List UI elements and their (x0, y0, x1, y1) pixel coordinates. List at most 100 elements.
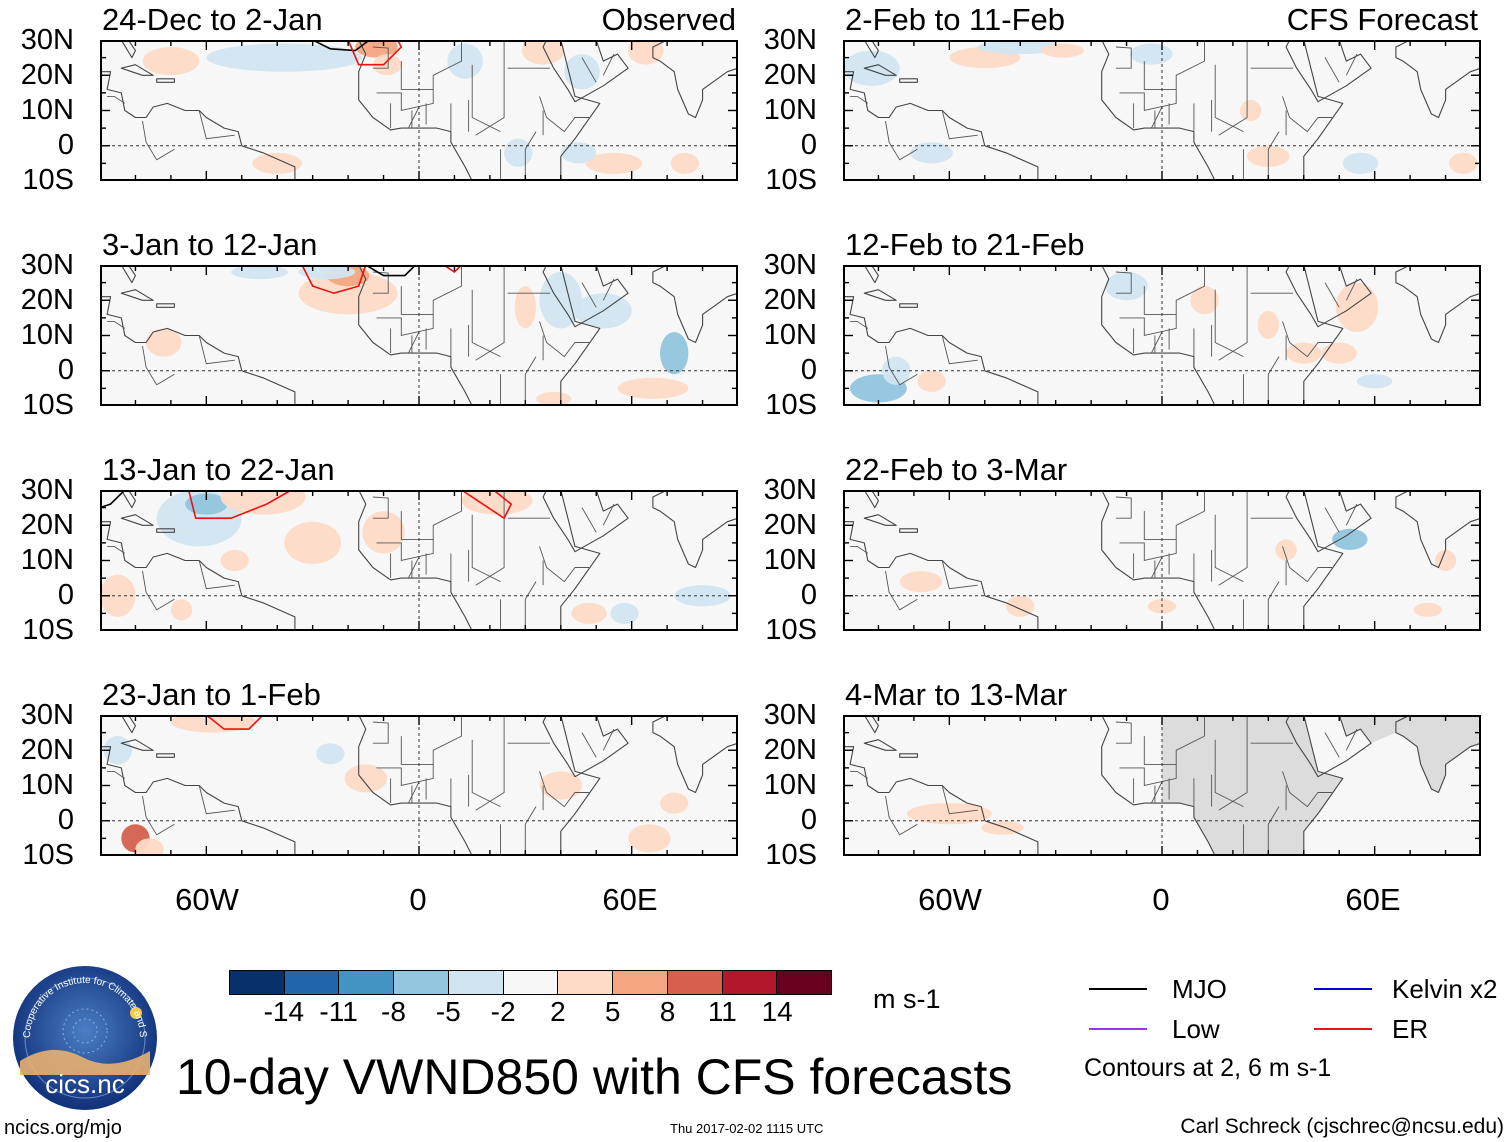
lat-label-10s: 10S (765, 839, 817, 871)
lat-label-30n: 30N (20, 474, 74, 506)
colorbar (229, 970, 832, 995)
panel-title-left-4: 23-Jan to 1-Feb (102, 677, 321, 712)
lat-label-20n: 20N (20, 734, 74, 766)
colorbar-swatch (284, 971, 340, 994)
lon-label-left-60e: 60E (602, 882, 658, 917)
contour-note: Contours at 2, 6 m s-1 (1084, 1054, 1332, 1082)
colorbar-tick-label: 5 (604, 996, 621, 1027)
lat-label-10n: 10N (763, 319, 817, 351)
lat-label-0: 0 (57, 579, 74, 611)
colorbar-tick-label: -14 (263, 996, 305, 1027)
lat-label-20n: 20N (763, 509, 817, 541)
lat-label-10s: 10S (765, 389, 817, 421)
cics-logo: Cooperative Institute for Climate and Sa… (12, 965, 157, 1110)
lat-label-20n: 20N (20, 59, 74, 91)
colorbar-tick-label: 11 (707, 996, 737, 1027)
colorbar-tick-label: -2 (490, 996, 516, 1027)
lat-label-10n: 10N (20, 544, 74, 576)
map-panel-left-2 (100, 265, 738, 406)
legend-label-low: Low (1172, 1014, 1220, 1044)
lat-label-10n: 10N (20, 769, 74, 801)
colorbar-swatch (339, 971, 395, 994)
lat-label-10n: 10N (763, 544, 817, 576)
lat-label-10s: 10S (22, 839, 74, 871)
panel-title-left-2: 3-Jan to 12-Jan (102, 227, 318, 262)
main-title: 10-day VWND850 with CFS forecasts (176, 1049, 1013, 1105)
colorbar-swatch (503, 971, 559, 994)
lat-label-10n: 10N (20, 319, 74, 351)
lon-label-left-0: 0 (409, 882, 427, 917)
lat-label-20n: 20N (763, 734, 817, 766)
map-panel-right-1 (843, 40, 1481, 181)
lat-label-0: 0 (800, 579, 817, 611)
footer-author: Carl Schreck (cjschrec@ncsu.edu) (1180, 1115, 1504, 1138)
panel-title-right-3: 22-Feb to 3-Mar (845, 452, 1068, 487)
panel-title-left-1: 24-Dec to 2-Jan (102, 2, 323, 37)
panel-title-right-2: 12-Feb to 21-Feb (845, 227, 1085, 262)
lat-label-10n: 10N (763, 769, 817, 801)
lon-label-right-60e: 60E (1345, 882, 1401, 917)
legend-line-kelvin (1314, 988, 1372, 990)
colorbar-tick-label: 2 (550, 996, 566, 1027)
lat-label-10s: 10S (22, 164, 74, 196)
observed-header: Observed (601, 2, 736, 37)
lat-label-0: 0 (57, 129, 74, 161)
panel-title-right-1: 2-Feb to 11-Feb (845, 2, 1065, 37)
logo-text: cics.nc (45, 1069, 124, 1099)
cfs-forecast-header: CFS Forecast (1286, 2, 1478, 37)
footer-timestamp: Thu 2017-02-02 1115 UTC (670, 1121, 824, 1136)
colorbar-tick-label: 14 (761, 996, 793, 1027)
lon-label-right-60w: 60W (918, 882, 982, 917)
lat-label-30n: 30N (763, 24, 817, 56)
lat-label-10n: 10N (763, 94, 817, 126)
lat-label-0: 0 (800, 354, 817, 386)
lat-label-30n: 30N (763, 474, 817, 506)
colorbar-swatch (448, 971, 504, 994)
map-panel-right-4 (843, 715, 1481, 856)
lat-label-20n: 20N (763, 284, 817, 316)
lat-label-30n: 30N (763, 699, 817, 731)
colorbar-swatch (667, 971, 723, 994)
colorbar-tick-label: -5 (435, 996, 461, 1027)
colorbar-units: m s-1 (873, 984, 941, 1014)
legend-line-low (1089, 1028, 1147, 1030)
colorbar-tick-label: 8 (659, 996, 676, 1027)
lon-label-right-0: 0 (1152, 882, 1170, 917)
lat-label-20n: 20N (20, 284, 74, 316)
lat-label-20n: 20N (763, 59, 817, 91)
lat-label-30n: 30N (20, 249, 74, 281)
panel-title-right-4: 4-Mar to 13-Mar (845, 677, 1068, 712)
legend-label-kelvin: Kelvin x2 (1392, 974, 1498, 1004)
map-panel-left-3 (100, 490, 738, 631)
map-panel-left-4 (100, 715, 738, 856)
footer-website[interactable]: ncics.org/mjo (4, 1117, 122, 1139)
legend-line-mjo (1089, 988, 1147, 990)
legend-line-er (1314, 1028, 1372, 1030)
legend-label-er: ER (1392, 1014, 1429, 1044)
lat-label-30n: 30N (20, 24, 74, 56)
colorbar-swatch (558, 971, 614, 994)
lat-label-30n: 30N (20, 699, 74, 731)
colorbar-swatch (394, 971, 449, 994)
lat-label-10n: 10N (20, 94, 74, 126)
colorbar-tick-label: -11 (319, 996, 358, 1027)
lon-label-left-60w: 60W (175, 882, 239, 917)
colorbar-swatch (230, 971, 285, 994)
map-panel-right-2 (843, 265, 1481, 406)
colorbar-swatch (777, 971, 832, 994)
lat-label-0: 0 (57, 354, 74, 386)
colorbar-tick-label: -8 (381, 996, 406, 1027)
map-panel-left-1 (100, 40, 738, 181)
lat-label-10s: 10S (22, 614, 74, 646)
lat-label-10s: 10S (765, 614, 817, 646)
lat-label-10s: 10S (765, 164, 817, 196)
lat-label-30n: 30N (763, 249, 817, 281)
lat-label-0: 0 (800, 129, 817, 161)
colorbar-swatch (613, 971, 668, 994)
legend-label-mjo: MJO (1172, 974, 1227, 1004)
lat-label-0: 0 (57, 804, 74, 836)
lat-label-20n: 20N (20, 509, 74, 541)
panel-title-left-3: 13-Jan to 22-Jan (102, 452, 335, 487)
map-panel-right-3 (843, 490, 1481, 631)
colorbar-swatch (722, 971, 778, 994)
